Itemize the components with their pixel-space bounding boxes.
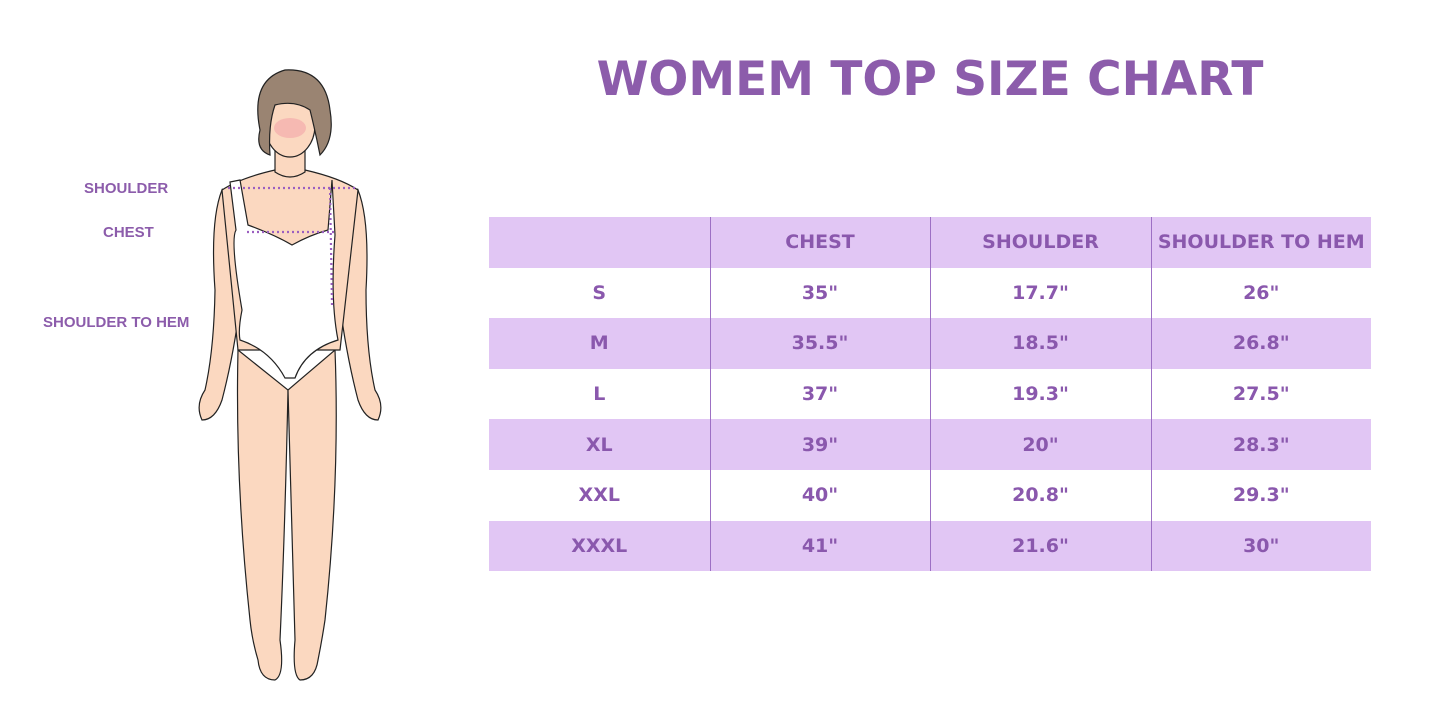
size-cell: XL [489, 419, 710, 470]
column-header-shoulder-to-hem: SHOULDER TO HEM [1150, 217, 1371, 268]
measurement-cell: 30" [1150, 520, 1371, 572]
table-row: M 35.5" 18.5" 26.8" [489, 318, 1371, 369]
size-cell: XXL [578, 484, 620, 507]
size-table: CHEST SHOULDER SHOULDER TO HEM S 35" 17.7"… [489, 217, 1371, 572]
measurement-cell: 26.8" [1150, 318, 1371, 369]
measurement-cell: 18.5" [929, 318, 1151, 369]
measurement-cell: 28.3" [1150, 419, 1371, 470]
page-title: WOMEM TOP SIZE CHART [596, 52, 1264, 107]
column-header [489, 217, 710, 268]
size-cell: XXXL [489, 520, 710, 572]
column-header-shoulder: SHOULDER [929, 217, 1151, 268]
table-row: XXXL 41" 21.6" 30" [489, 520, 1371, 572]
measurement-cell: 37" [709, 368, 930, 420]
shoulder-to-hem-label: SHOULDER TO HEM [43, 314, 190, 331]
measurement-cell: 40" [709, 469, 930, 521]
table-row: S 35" 17.7" 26" [489, 267, 1371, 319]
shoulder-label: SHOULDER [84, 180, 169, 197]
measurement-cell: 39" [709, 419, 930, 470]
size-cell: S [592, 281, 607, 304]
measurement-cell: 17.7" [929, 267, 1151, 319]
measurement-cell: 29.3" [1150, 469, 1371, 521]
table-row: L 37" 19.3" 27.5" [489, 368, 1371, 420]
measurement-cell: 27.5" [1150, 368, 1371, 420]
column-header-chest: CHEST [709, 217, 930, 268]
measurement-cell: 35.5" [709, 318, 930, 369]
measurement-cell: 20.8" [929, 469, 1151, 521]
body-figure-illustration [198, 69, 382, 681]
measurement-cell: 20" [929, 419, 1151, 470]
size-cell: L [593, 383, 606, 406]
size-cell: M [489, 318, 710, 369]
measurement-cell: 21.6" [929, 520, 1151, 572]
measurement-cell: 26" [1150, 267, 1371, 319]
table-row: XL 39" 20" 28.3" [489, 419, 1371, 470]
table-row: XXL 40" 20.8" 29.3" [489, 469, 1371, 521]
measurement-cell: 35" [709, 267, 930, 319]
measurement-cell: 41" [709, 520, 930, 572]
chest-label: CHEST [103, 224, 154, 241]
table-header-row: CHEST SHOULDER SHOULDER TO HEM [489, 217, 1371, 268]
measurement-cell: 19.3" [929, 368, 1151, 420]
